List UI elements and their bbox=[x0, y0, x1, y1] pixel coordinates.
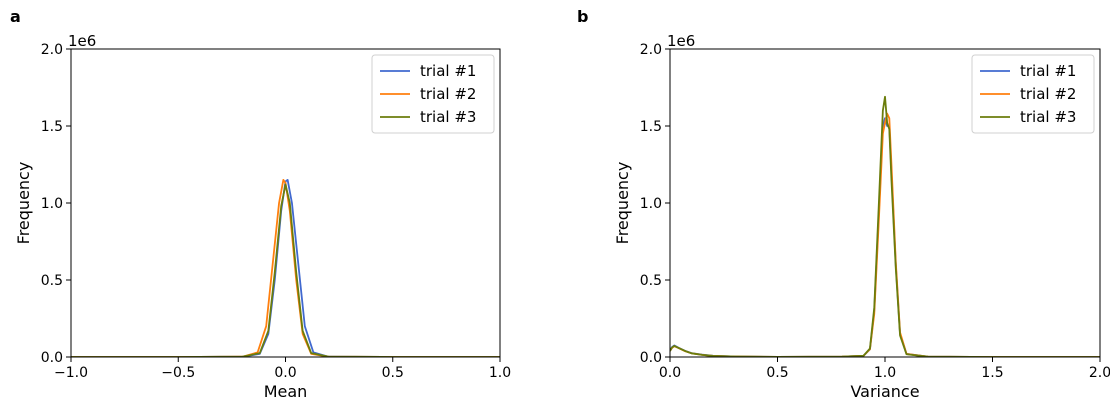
legend-box bbox=[971, 54, 1095, 134]
y-tick-label: 0.0 bbox=[640, 350, 662, 366]
series-line-3 bbox=[71, 183, 500, 357]
panel-label: b bbox=[577, 7, 588, 26]
chart-panel-a: a 1e6 −1.0 −0.5 0.0 0.5 1.0 0.0 0.5 1.0 1.5 2.0 Mean… bbox=[10, 7, 511, 401]
series-line-3 bbox=[670, 95, 1100, 357]
series-group bbox=[670, 95, 1100, 357]
y-axis-label: Frequency bbox=[14, 162, 33, 245]
legend-entry-3: trial #3 bbox=[1020, 108, 1076, 126]
legend: trial #1 trial #2 trial #3 bbox=[971, 54, 1095, 134]
legend-entry-2: trial #2 bbox=[420, 85, 476, 103]
y-tick-label: 1.5 bbox=[41, 119, 63, 135]
panel-label: a bbox=[10, 7, 21, 26]
x-tick-label: 2.0 bbox=[1089, 365, 1110, 381]
x-tick-label: −1.0 bbox=[54, 365, 88, 381]
x-tick-label: −0.5 bbox=[161, 365, 195, 381]
chart-panel-b: b 1e6 0.0 0.5 1.0 1.5 2.0 0.0 0.5 1.0 1.5 2.0 Varian… bbox=[577, 7, 1110, 401]
x-tick-label: 0.5 bbox=[766, 365, 788, 381]
x-tick-label: 1.5 bbox=[981, 365, 1003, 381]
legend-entry-2: trial #2 bbox=[1020, 85, 1076, 103]
legend-box bbox=[371, 54, 495, 134]
x-tick-label: 0.0 bbox=[274, 365, 296, 381]
x-tick-label: 0.0 bbox=[659, 365, 681, 381]
x-tick-label: 1.0 bbox=[489, 365, 511, 381]
legend-entry-1: trial #1 bbox=[1020, 62, 1076, 80]
x-tick-label: 0.5 bbox=[382, 365, 404, 381]
y-tick-label: 0.5 bbox=[41, 273, 63, 289]
y-offset-label: 1e6 bbox=[68, 32, 96, 50]
series-line-2 bbox=[670, 112, 1100, 357]
y-tick-label: 0.5 bbox=[640, 273, 662, 289]
series-line-2 bbox=[71, 178, 500, 357]
series-group bbox=[71, 178, 500, 357]
legend: trial #1 trial #2 trial #3 bbox=[371, 54, 495, 134]
legend-entry-1: trial #1 bbox=[420, 62, 476, 80]
y-tick-label: 1.5 bbox=[640, 119, 662, 135]
x-tick-label: 1.0 bbox=[874, 365, 896, 381]
y-tick-label: 0.0 bbox=[41, 350, 63, 366]
series-line-1 bbox=[71, 178, 500, 357]
x-axis-label: Mean bbox=[264, 382, 308, 401]
x-axis-label: Variance bbox=[850, 382, 919, 401]
y-axis-label: Frequency bbox=[613, 162, 632, 245]
y-offset-label: 1e6 bbox=[667, 32, 695, 50]
y-tick-label: 2.0 bbox=[41, 42, 63, 58]
series-line-1 bbox=[670, 117, 1100, 357]
legend-entry-3: trial #3 bbox=[420, 108, 476, 126]
y-tick-label: 1.0 bbox=[41, 196, 63, 212]
y-tick-label: 2.0 bbox=[640, 42, 662, 58]
y-tick-label: 1.0 bbox=[640, 196, 662, 212]
